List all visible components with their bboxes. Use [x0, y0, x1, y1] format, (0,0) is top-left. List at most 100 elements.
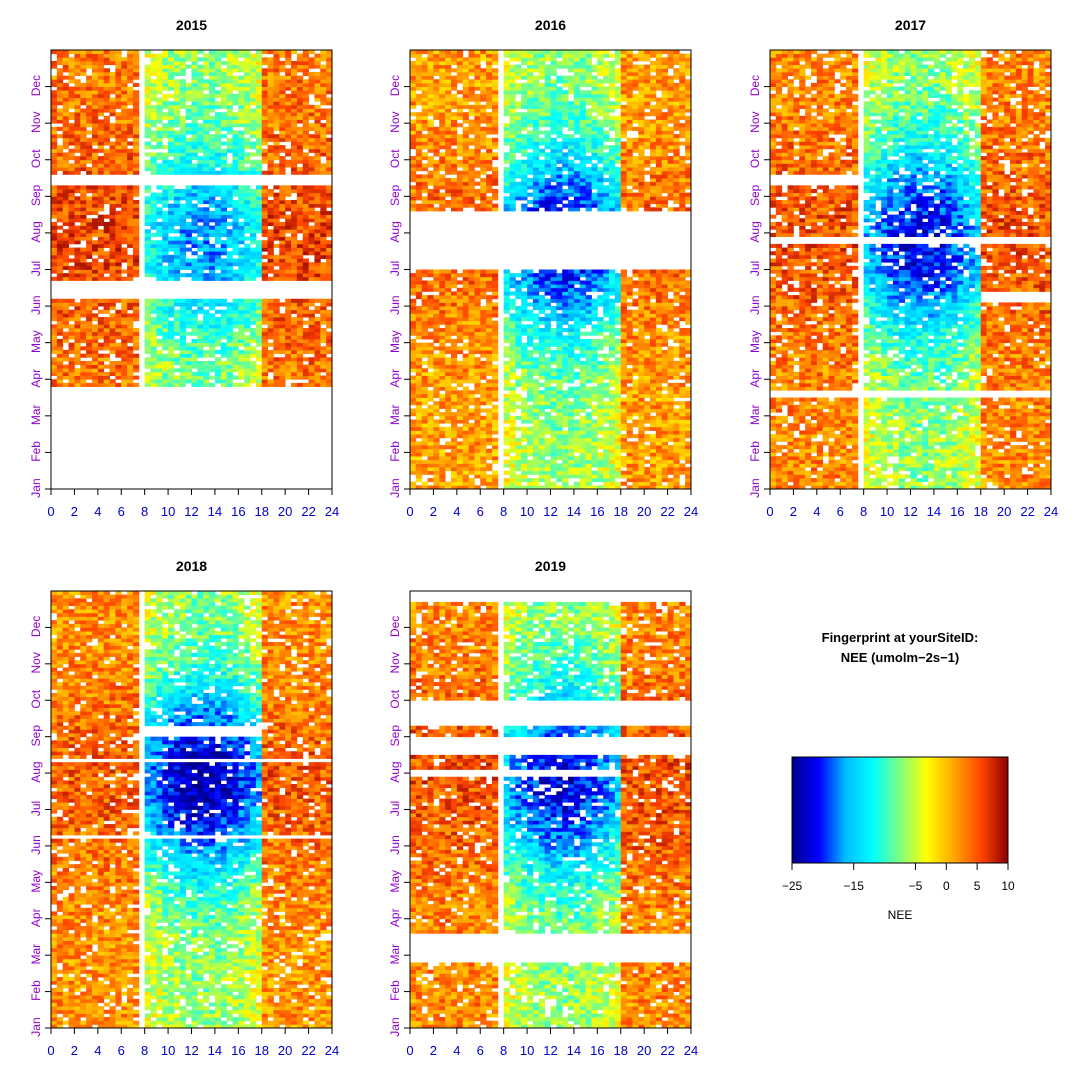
heatmap-cell — [256, 259, 262, 263]
heatmap-cell — [192, 240, 198, 244]
heatmap-cell — [262, 379, 268, 383]
heatmap-cell — [192, 273, 198, 277]
heatmap-cell — [279, 379, 285, 383]
heatmap-cell — [92, 317, 98, 321]
heatmap-cell — [291, 306, 297, 310]
heatmap-cell — [232, 368, 238, 372]
heatmap-cell — [86, 270, 92, 274]
heatmap-cell — [262, 346, 268, 350]
heatmap-cell — [133, 211, 139, 215]
heatmap-cell — [192, 343, 198, 347]
heatmap-cell — [209, 343, 215, 347]
heatmap-cell — [279, 248, 285, 252]
heatmap-cell — [291, 273, 297, 277]
heatmap-cell — [197, 226, 203, 230]
heatmap-cell — [156, 376, 162, 380]
heatmap-cell — [127, 299, 133, 303]
heatmap-cell — [92, 313, 98, 317]
heatmap-cell — [303, 218, 309, 222]
heatmap-cell — [86, 248, 92, 252]
heatmap-cell — [203, 372, 209, 376]
heatmap-cell — [80, 383, 86, 387]
heatmap-cell — [303, 215, 309, 219]
heatmap-cell — [80, 310, 86, 314]
heatmap-cell — [80, 233, 86, 237]
heatmap-cell — [151, 372, 157, 376]
heatmap-cell — [285, 222, 291, 226]
heatmap-cell — [74, 266, 80, 270]
heatmap-cell — [209, 321, 215, 325]
heatmap-cell — [303, 237, 309, 241]
heatmap-cell — [51, 222, 57, 226]
heatmap-cell — [244, 273, 250, 277]
heatmap-cell — [273, 321, 279, 325]
heatmap-cell — [309, 302, 315, 306]
heatmap-cell — [197, 372, 203, 376]
heatmap-cell — [110, 346, 116, 350]
heatmap-cell — [285, 237, 291, 241]
heatmap-cell — [74, 248, 80, 252]
heatmap-cell — [297, 277, 303, 281]
heatmap-cell — [168, 248, 174, 252]
heatmap-cell — [69, 310, 75, 314]
heatmap-cell — [174, 317, 180, 321]
heatmap-cell — [69, 237, 75, 241]
heatmap-cell — [145, 229, 151, 233]
heatmap-cell — [221, 324, 227, 328]
heatmap-cell — [273, 335, 279, 339]
heatmap-cell — [326, 332, 332, 336]
heatmap-cell — [203, 383, 209, 387]
heatmap-cell — [80, 365, 86, 369]
heatmap-cell — [297, 376, 303, 380]
heatmap-cell — [74, 237, 80, 241]
heatmap-cell — [115, 237, 121, 241]
heatmap-cell — [156, 277, 162, 281]
heatmap-cell — [303, 376, 309, 380]
heatmap-cell — [227, 335, 233, 339]
heatmap-cell — [297, 273, 303, 277]
heatmap-cell — [115, 244, 121, 248]
heatmap-cell — [215, 317, 221, 321]
heatmap-cell — [268, 251, 274, 255]
heatmap-cell — [203, 240, 209, 244]
heatmap-cell — [110, 255, 116, 259]
heatmap-cell — [92, 379, 98, 383]
heatmap-cell — [215, 361, 221, 365]
heatmap-cell — [145, 335, 151, 339]
heatmap-cell — [80, 215, 86, 219]
heatmap-cell — [203, 376, 209, 380]
heatmap-cell — [174, 262, 180, 266]
heatmap-cell — [203, 321, 209, 325]
heatmap-cell — [180, 310, 186, 314]
heatmap-cell — [168, 383, 174, 387]
heatmap-cell — [115, 361, 121, 365]
heatmap-cell — [145, 273, 151, 277]
heatmap-cell — [256, 372, 262, 376]
heatmap-cell — [227, 277, 233, 281]
heatmap-cell — [279, 259, 285, 263]
heatmap-cell — [192, 376, 198, 380]
heatmap-cell — [86, 372, 92, 376]
heatmap-cell — [69, 376, 75, 380]
heatmap-cell — [98, 262, 104, 266]
heatmap-cell — [197, 383, 203, 387]
heatmap-cell — [279, 321, 285, 325]
heatmap-cell — [320, 354, 326, 358]
heatmap-cell — [86, 317, 92, 321]
heatmap-cell — [238, 248, 244, 252]
heatmap-cell — [127, 244, 133, 248]
heatmap-cell — [127, 233, 133, 237]
heatmap-cell — [273, 339, 279, 343]
heatmap-cell — [115, 368, 121, 372]
heatmap-cell — [174, 321, 180, 325]
heatmap-cell — [192, 218, 198, 222]
heatmap-cell — [215, 376, 221, 380]
heatmap-cell — [180, 302, 186, 306]
heatmap-cell — [110, 306, 116, 310]
heatmap-cell — [121, 350, 127, 354]
heatmap-cell — [309, 383, 315, 387]
heatmap-cell — [57, 324, 63, 328]
heatmap-cell — [80, 270, 86, 274]
heatmap-cell — [268, 361, 274, 365]
panel-2015: 20150 2 4 6 8 10 12 14 16 18 20 22 24JanFebMarAprMay… — [29, 17, 339, 519]
